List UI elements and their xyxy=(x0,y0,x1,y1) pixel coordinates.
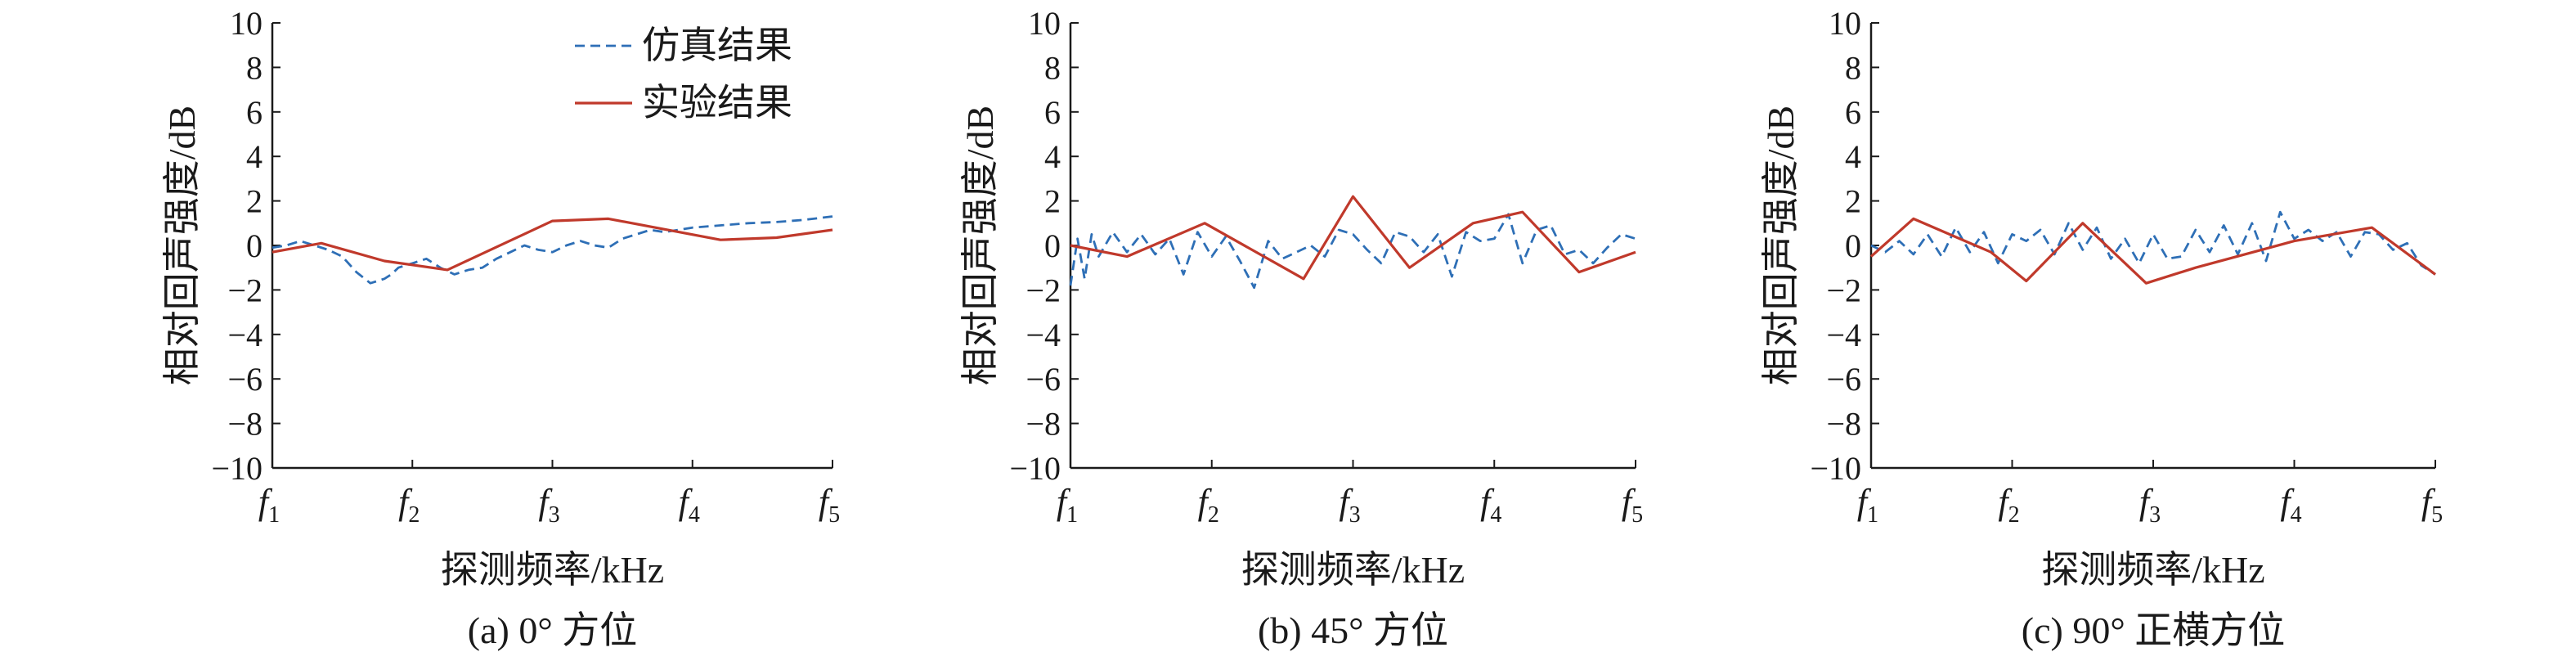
y-tick-label: −6 xyxy=(227,361,263,398)
x-tick-sub: 4 xyxy=(1490,502,1501,528)
x-tick-label: f1 xyxy=(1857,482,1878,528)
y-tick-label: 10 xyxy=(1829,5,1861,42)
x-tick-sub: 1 xyxy=(1867,502,1878,528)
y-tick-label: 0 xyxy=(246,227,263,264)
panel-caption: (c) 90° 正横方位 xyxy=(2022,609,2285,651)
y-tick-label: −4 xyxy=(227,317,263,353)
x-tick-sub: 3 xyxy=(1349,502,1361,528)
x-tick-sub: 2 xyxy=(1208,502,1219,528)
x-tick-label: f4 xyxy=(1480,482,1501,528)
x-tick-label: f1 xyxy=(1057,482,1078,528)
x-tick-sub: 2 xyxy=(2008,502,2020,528)
y-tick-label: −6 xyxy=(1025,361,1061,398)
x-tick-label: f5 xyxy=(819,482,840,528)
x-tick-label: f3 xyxy=(1339,482,1360,528)
y-axis-title: 相对回声强度/dB xyxy=(161,106,203,385)
y-axis-title: 相对回声强度/dB xyxy=(959,106,1001,385)
series-line-experiment xyxy=(272,217,833,272)
y-tick-label: −10 xyxy=(1810,450,1861,487)
y-tick-label: 8 xyxy=(1044,49,1061,86)
y-tick-label: −8 xyxy=(1025,406,1061,443)
y-tick-label: 0 xyxy=(1845,227,1861,264)
y-tick-label: 4 xyxy=(1845,138,1861,175)
y-tick-label: 2 xyxy=(1044,183,1061,220)
y-tick-label: −4 xyxy=(1826,317,1861,353)
x-tick-sub: 4 xyxy=(2291,502,2302,528)
x-tick-sub: 3 xyxy=(2149,502,2161,528)
x-tick-sub: 2 xyxy=(408,502,420,528)
y-tick-label: −2 xyxy=(227,272,263,308)
y-tick-label: −10 xyxy=(211,450,263,487)
y-tick-label: 6 xyxy=(1044,94,1061,131)
x-tick-label: f1 xyxy=(258,482,280,528)
x-tick-label: f5 xyxy=(2421,482,2443,528)
series-line-simulation xyxy=(1069,213,1636,290)
series-line-experiment xyxy=(1869,217,2436,285)
y-tick-label: 6 xyxy=(1845,94,1861,131)
y-tick-label: 0 xyxy=(1044,227,1061,264)
x-tick-label: f2 xyxy=(1998,482,2019,528)
y-tick-label: 4 xyxy=(246,138,263,175)
y-tick-label: −4 xyxy=(1025,317,1061,353)
y-tick-label: −2 xyxy=(1826,272,1861,308)
y-tick-label: −2 xyxy=(1025,272,1061,308)
x-tick-label: f3 xyxy=(2139,482,2161,528)
x-tick-sub: 5 xyxy=(828,502,840,528)
y-axis-title: 相对回声强度/dB xyxy=(1760,106,1802,385)
x-axis-title: 探测频率/kHz xyxy=(2041,549,2264,591)
x-tick-sub: 5 xyxy=(2431,502,2443,528)
x-tick-sub: 3 xyxy=(549,502,560,528)
x-tick-label: f2 xyxy=(398,482,420,528)
y-tick-label: −8 xyxy=(1826,406,1861,443)
x-tick-label: f2 xyxy=(1198,482,1219,528)
panel-caption: (b) 45° 方位 xyxy=(1258,609,1448,651)
y-tick-label: 10 xyxy=(1028,5,1061,42)
series-line-simulation xyxy=(272,215,833,285)
y-tick-label: 8 xyxy=(246,49,263,86)
y-tick-label: 10 xyxy=(230,5,263,42)
y-tick-label: −8 xyxy=(227,406,263,443)
x-tick-label: f4 xyxy=(679,482,700,528)
x-tick-sub: 1 xyxy=(1066,502,1078,528)
y-tick-label: 6 xyxy=(246,94,263,131)
y-tick-label: 8 xyxy=(1845,49,1861,86)
x-tick-sub: 4 xyxy=(689,502,700,528)
y-tick-label: 2 xyxy=(1845,183,1861,220)
x-axis-title: 探测频率/kHz xyxy=(441,549,664,591)
y-tick-label: 2 xyxy=(246,183,263,220)
legend-label-simulation: 仿真结果 xyxy=(642,25,792,66)
series-line-experiment xyxy=(1070,195,1636,281)
x-tick-label: f5 xyxy=(1622,482,1643,528)
x-axis-title: 探测频率/kHz xyxy=(1241,549,1465,591)
x-tick-sub: 1 xyxy=(268,502,280,528)
x-tick-label: f3 xyxy=(538,482,559,528)
panel-caption: (a) 0° 方位 xyxy=(468,609,637,651)
x-tick-label: f4 xyxy=(2280,482,2301,528)
series-line-simulation xyxy=(1870,210,2436,276)
x-tick-sub: 5 xyxy=(1631,502,1643,528)
y-tick-label: −6 xyxy=(1826,361,1861,398)
y-tick-label: −10 xyxy=(1009,450,1061,487)
legend-label-experiment: 实验结果 xyxy=(642,82,792,124)
y-tick-label: 4 xyxy=(1044,138,1061,175)
